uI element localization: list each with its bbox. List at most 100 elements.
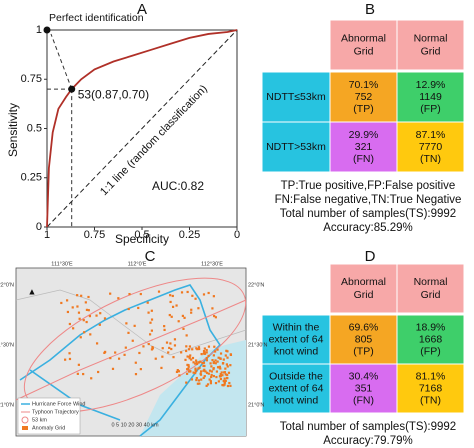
x-tick-label: 0.5 bbox=[134, 229, 149, 241]
anomaly-grid bbox=[90, 377, 93, 380]
column-header: Abnormal bbox=[341, 276, 386, 288]
anomaly-grid bbox=[183, 316, 186, 319]
anomaly-grid bbox=[197, 367, 200, 370]
note: Total number of samples(TS):9992 bbox=[280, 208, 456, 220]
anomaly-grid bbox=[95, 342, 99, 345]
anomaly-grid bbox=[165, 341, 169, 344]
guide-arrow bbox=[50, 33, 73, 90]
anomaly-grid bbox=[211, 307, 214, 310]
anomaly-grid bbox=[182, 327, 185, 330]
anomaly-grid bbox=[133, 324, 136, 327]
anomaly-grid bbox=[222, 384, 225, 387]
anomaly-grid bbox=[226, 384, 230, 388]
anomaly-grid bbox=[171, 305, 175, 308]
anomaly-grid bbox=[221, 374, 224, 377]
lat-label: 21°0'N bbox=[0, 402, 14, 408]
anomaly-grid bbox=[195, 361, 198, 364]
anomaly-grid bbox=[216, 360, 219, 363]
anomaly-grid bbox=[226, 356, 229, 359]
anomaly-grid bbox=[190, 308, 193, 311]
anomaly-grid bbox=[214, 316, 217, 319]
anomaly-grid bbox=[83, 331, 86, 334]
anomaly-grid bbox=[223, 377, 226, 380]
legend-label: Typhoon Trajectory bbox=[32, 409, 79, 415]
anomaly-grid bbox=[186, 355, 189, 358]
anomaly-grid bbox=[224, 379, 227, 383]
anomaly-grid bbox=[212, 295, 215, 298]
anomaly-grid bbox=[124, 346, 127, 349]
anomaly-grid bbox=[229, 384, 232, 387]
anomaly-grid bbox=[95, 314, 98, 317]
cell-text: 351 bbox=[355, 382, 373, 394]
anomaly-grid bbox=[82, 319, 85, 322]
y-tick-label: 0.5 bbox=[27, 122, 42, 134]
anomaly-grid bbox=[77, 311, 81, 314]
anomaly-grid bbox=[170, 347, 173, 351]
anomaly-grid bbox=[163, 325, 166, 328]
lat-label: 22°0'N bbox=[248, 282, 264, 288]
legend-swatch bbox=[22, 426, 28, 430]
anomaly-grid bbox=[214, 359, 217, 362]
anomaly-grid bbox=[211, 359, 214, 362]
cell-text: 7168 bbox=[419, 382, 443, 394]
anomaly-grid bbox=[213, 314, 216, 318]
anomaly-grid bbox=[198, 382, 201, 385]
cell-text: 805 bbox=[355, 333, 373, 345]
anomaly-grid bbox=[210, 375, 213, 379]
anomaly-grid bbox=[216, 348, 219, 351]
row-label-cell bbox=[261, 363, 331, 414]
anomaly-grid bbox=[177, 370, 181, 373]
column-header: Abnormal bbox=[341, 32, 386, 44]
scale-bar: 0 5 10 20 30 40 km bbox=[111, 422, 159, 428]
legend-label: Anomaly Grid bbox=[32, 425, 65, 431]
anomaly-grid bbox=[68, 357, 72, 361]
anomaly-grid bbox=[85, 308, 89, 311]
note: Total number of samples(TS):9992 bbox=[280, 421, 456, 433]
anomaly-grid bbox=[219, 367, 222, 370]
cell-text: (FN) bbox=[353, 153, 374, 165]
cell-text: 12.9% bbox=[416, 79, 446, 91]
anomaly-grid bbox=[197, 379, 201, 382]
anomaly-grid bbox=[187, 367, 190, 370]
anomaly-grid bbox=[199, 373, 203, 376]
anomaly-grid bbox=[99, 312, 102, 315]
anomaly-grid bbox=[192, 361, 195, 364]
table-cell bbox=[329, 71, 398, 123]
cell-text: 18.9% bbox=[416, 321, 446, 333]
map: Hurricane Force Wind Typhoon Trajectory … bbox=[15, 267, 247, 437]
cell-text: (FN) bbox=[353, 394, 374, 406]
anomaly-grid bbox=[134, 373, 138, 376]
anomaly-grid bbox=[201, 361, 204, 365]
anomaly-grid bbox=[219, 357, 222, 360]
reference-line bbox=[46, 29, 238, 228]
anomaly-grid bbox=[137, 306, 140, 310]
anomaly-grid bbox=[219, 377, 222, 381]
point-label: Perfect identification bbox=[49, 12, 144, 24]
anomaly-grid bbox=[98, 323, 101, 326]
column-header: Grid bbox=[421, 45, 441, 57]
anomaly-grid bbox=[228, 381, 231, 385]
anomaly-grid bbox=[223, 371, 227, 374]
anomaly-grid bbox=[123, 353, 126, 356]
anomaly-grid bbox=[151, 346, 154, 349]
anomaly-grid bbox=[87, 309, 90, 312]
anomaly-grid bbox=[191, 356, 195, 360]
anomaly-grid bbox=[210, 373, 213, 377]
anomaly-grid bbox=[84, 301, 87, 304]
anomaly-grid bbox=[188, 370, 191, 373]
header-cell bbox=[329, 19, 398, 71]
cell-text: 7770 bbox=[419, 141, 443, 153]
anomaly-grid bbox=[194, 297, 197, 300]
anomaly-grid bbox=[203, 351, 206, 354]
anomaly-grid bbox=[169, 342, 172, 345]
anomaly-grid bbox=[68, 322, 71, 326]
anomaly-grid bbox=[190, 311, 193, 314]
anomaly-grid bbox=[185, 345, 188, 348]
x-tick-label: 0.75 bbox=[84, 229, 105, 241]
cell-text: (TP) bbox=[353, 103, 373, 115]
lat-label: 21°30'N bbox=[0, 342, 14, 348]
lon-label: 112°0'E bbox=[128, 261, 147, 267]
anomaly-grid bbox=[89, 333, 92, 336]
legend-label: 53 km bbox=[32, 417, 47, 423]
